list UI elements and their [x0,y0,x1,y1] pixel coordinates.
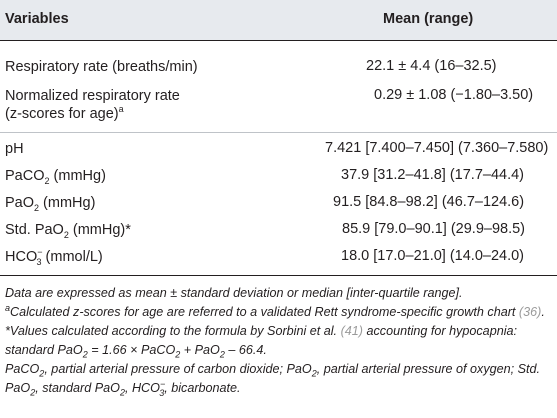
row-value: 37.9 [31.2–41.8] (17.7–44.4) [341,167,525,183]
row-label: Normalized respiratory rate (z-scores for… [5,88,180,122]
footnote-a: aCalculated z-scores for age are referre… [5,302,545,319]
table-bottom-rule [0,275,557,276]
row-value: 0.29 ± 1.08 (−1.80–3.50) [374,87,534,103]
row-value: 18.0 [17.0–21.0] (14.0–24.0) [341,248,525,264]
row-value: 22.1 ± 4.4 (16–32.5) [366,58,497,74]
row-label: PaO2 (mmHg) [5,195,96,213]
row-value: 85.9 [79.0–90.1] (29.9–98.5) [342,221,526,237]
reference-link[interactable]: (41) [340,324,363,338]
table-footnotes: Data are expressed as mean ± standard de… [5,284,552,398]
footnote-abbreviations: PaCO2, partial arterial pressure of carb… [5,362,541,398]
header-mean-range: Mean (range) [383,11,474,27]
header-variables: Variables [5,11,69,27]
footnote-star: *Values calculated according to the form… [5,324,517,360]
row-label: Respiratory rate (breaths/min) [5,59,198,75]
row-value: 7.421 [7.400–7.450] (7.360–7.580) [325,140,549,156]
row-label: PaCO2 (mmHg) [5,168,106,186]
row-value: 91.5 [84.8–98.2] (46.7–124.6) [333,194,525,210]
reference-link[interactable]: (36) [518,305,542,319]
row-label: pH [5,141,24,157]
row-label: HCO−3 (mmol/L) [5,247,103,267]
footnote-data-format: Data are expressed as mean ± standard de… [5,286,463,300]
row-label: Std. PaO2 (mmHg)* [5,222,131,240]
header-rule [0,40,557,41]
table-header: Variables Mean (range) [0,0,557,40]
row-divider [0,132,557,133]
